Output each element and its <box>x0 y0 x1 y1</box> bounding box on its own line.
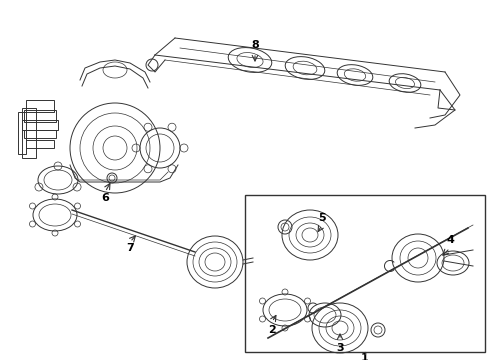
Text: 4: 4 <box>446 235 454 245</box>
Text: 8: 8 <box>251 40 259 50</box>
Bar <box>26 140 54 148</box>
Text: 1: 1 <box>361 353 369 360</box>
Text: 2: 2 <box>268 325 276 335</box>
Bar <box>18 112 26 154</box>
Text: 3: 3 <box>336 343 344 353</box>
Text: 6: 6 <box>101 193 109 203</box>
Bar <box>24 110 56 122</box>
Bar <box>22 120 58 130</box>
Bar <box>22 108 36 158</box>
Text: 5: 5 <box>318 213 326 223</box>
Bar <box>26 100 54 112</box>
Bar <box>24 130 56 138</box>
Text: 7: 7 <box>126 243 134 253</box>
Bar <box>245 195 485 352</box>
